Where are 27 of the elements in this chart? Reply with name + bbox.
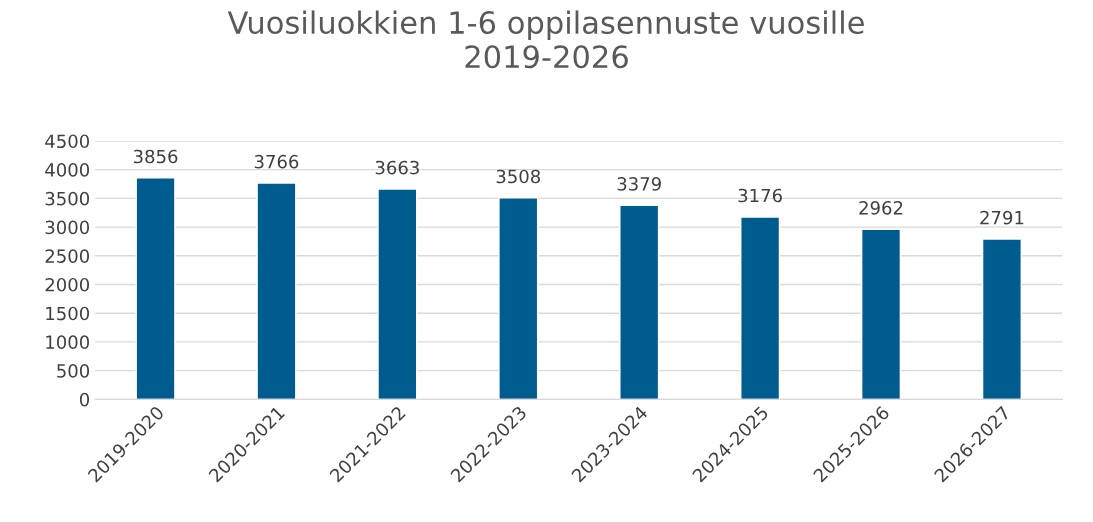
y-tick-label: 2500 [45, 249, 90, 263]
data-label: 3856 [133, 149, 178, 164]
bar [135, 177, 176, 400]
data-label: 2962 [859, 200, 903, 215]
y-tick-label: 1000 [46, 335, 90, 350]
y-tick-label: 0 [79, 392, 90, 407]
y-tick-label: 1500 [46, 306, 90, 321]
bar [740, 216, 781, 400]
y-tick-label: 3000 [45, 220, 90, 235]
data-label: 3766 [254, 154, 299, 169]
data-label: 2791 [980, 210, 1024, 225]
data-label: 3176 [738, 188, 782, 203]
bar [860, 228, 902, 400]
bar [981, 238, 1022, 400]
bar [498, 197, 539, 400]
bar [256, 182, 297, 400]
y-tick-label: 500 [57, 364, 90, 378]
bar [377, 188, 418, 400]
data-label: 3508 [496, 169, 541, 184]
chart-title: Vuosiluokkien 1-6 oppilasennuste vuosille 2019-2026 [227, 10, 864, 69]
data-label: 3379 [617, 177, 661, 191]
data-label: 3663 [375, 160, 419, 175]
y-tick-label: 4500 [45, 134, 90, 149]
y-tick-label: 3500 [45, 191, 90, 206]
y-tick-label: 2000 [45, 277, 90, 292]
y-tick-label: 4000 [45, 163, 90, 177]
bar [619, 204, 660, 400]
